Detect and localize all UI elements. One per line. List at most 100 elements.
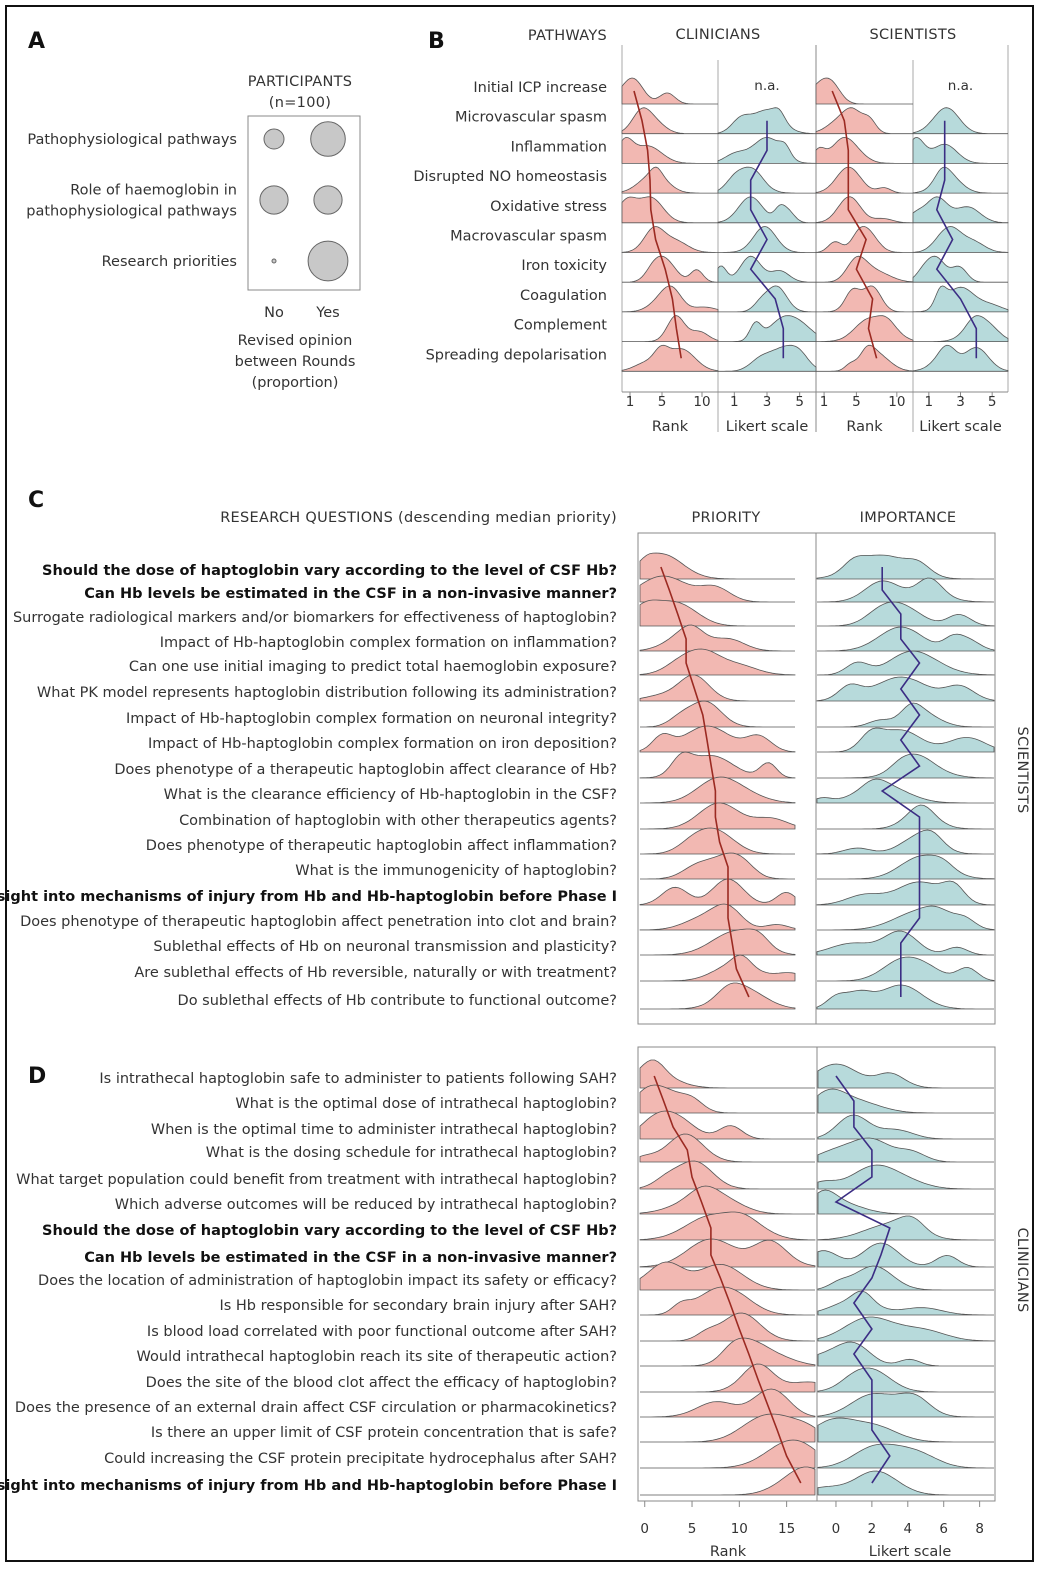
- panel-b: PATHWAYS CLINICIANS SCIENTISTS Initial ICP …: [413, 27, 1009, 435]
- question-label: Should the dose of haptoglobin vary acco…: [42, 1223, 617, 1239]
- importance-ridge: [816, 554, 994, 580]
- pathway-label: Coagulation: [520, 288, 607, 304]
- question-label: Impact of Hb-haptoglobin complex formati…: [148, 736, 617, 752]
- question-label: What is the dosing schedule for intrathe…: [206, 1145, 617, 1161]
- group-header: SCIENTISTS: [869, 27, 956, 43]
- importance-ridge: [817, 1063, 994, 1089]
- question-label: What PK model represents haptoglobin dis…: [37, 685, 617, 701]
- x-tick-label: 1: [820, 394, 829, 410]
- question-label: Is there an upper limit of CSF protein c…: [151, 1425, 617, 1441]
- priority-ridge: [639, 599, 795, 627]
- priority-ridge: [640, 1439, 816, 1469]
- importance-ridge: [817, 1215, 994, 1241]
- x-tick-label: 15: [778, 1521, 795, 1537]
- question-label: Is Hb responsible for secondary brain in…: [219, 1298, 617, 1314]
- x-tick-label: 10: [888, 394, 905, 410]
- participants-box: [247, 115, 361, 291]
- question-label: Can one use initial imaging to predict t…: [129, 659, 617, 675]
- row-label: Role of haemoglobin in: [70, 183, 237, 199]
- pathway-label: Iron toxicity: [521, 258, 607, 274]
- question-label: Would intrathecal haptoglobin reach its …: [137, 1349, 617, 1365]
- x-tick-label: 5: [988, 394, 997, 410]
- median-line: [831, 90, 878, 359]
- density-ridge: [621, 77, 718, 105]
- pathway-label: Inflammation: [511, 139, 607, 155]
- importance-ridge: [816, 930, 994, 956]
- x-tick-label: 3: [763, 394, 772, 410]
- importance-ridge: [817, 1265, 994, 1291]
- proportion-bubble: [263, 128, 285, 150]
- question-label: Could increasing the CSF protein precipi…: [104, 1451, 617, 1467]
- importance-ridge: [817, 1443, 994, 1469]
- density-ridge: [912, 136, 1008, 164]
- density-ridge: [816, 315, 914, 342]
- importance-ridge: [817, 1367, 994, 1393]
- priority-ridge: [640, 802, 796, 830]
- question-label: Does phenotype of therapeutic haptoglobi…: [146, 838, 617, 854]
- question-label: What target population could benefit fro…: [16, 1172, 617, 1188]
- group-side-label: SCIENTISTS: [1014, 726, 1030, 813]
- x-tick-label: 2: [868, 1521, 877, 1537]
- importance-ridge: [817, 854, 995, 880]
- priority-ridge: [639, 878, 796, 906]
- question-label: What is the optimal dose of intrathecal …: [235, 1096, 617, 1112]
- proportion-bubble: [313, 185, 343, 215]
- question-label: When is the optimal time to administer i…: [151, 1122, 617, 1138]
- priority-median-line: [653, 1075, 802, 1484]
- x-tick-label: 10: [731, 1521, 748, 1537]
- x-tick-label: 5: [658, 394, 667, 410]
- importance-median-line: [834, 1075, 891, 1484]
- pathway-label: Microvascular spasm: [455, 110, 607, 126]
- x-tick-label: 3: [956, 394, 965, 410]
- priority-ridge: [640, 1312, 815, 1342]
- x-tick-label: 0: [832, 1521, 841, 1537]
- density-ridge: [815, 226, 913, 253]
- density-ridge: [718, 315, 817, 342]
- pathway-label: Oxidative stress: [490, 199, 607, 215]
- priority-ridge: [639, 1110, 815, 1140]
- priority-ridge: [640, 1466, 816, 1496]
- panel-letter-c: C: [28, 488, 44, 513]
- importance-ridge: [817, 1114, 994, 1140]
- density-ridge: [816, 344, 914, 372]
- question-label: Can Hb levels be estimated in the CSF in…: [84, 586, 617, 602]
- x-tick-label: 1: [730, 394, 739, 410]
- density-ridge: [621, 285, 719, 313]
- importance-ridge: [817, 1189, 994, 1215]
- na-label: n.a.: [948, 78, 973, 94]
- x-axis-label: Rank: [652, 419, 689, 435]
- proportion-bubble: [307, 240, 349, 282]
- x-axis-label: Likert scale: [869, 1544, 952, 1560]
- questions-header: RESEARCH QUESTIONS (descending median pr…: [220, 510, 617, 526]
- median-line: [935, 120, 978, 359]
- importance-ridge: [817, 1242, 994, 1268]
- participants-title: PARTICIPANTS: [248, 74, 353, 90]
- importance-ridge: [816, 984, 994, 1010]
- pathway-label: Complement: [514, 318, 608, 334]
- axis-label: between Rounds: [235, 354, 356, 370]
- panel-a: PARTICIPANTS (n=100) Pathophysiological pa…: [26, 74, 361, 391]
- priority-ridge: [639, 1211, 816, 1241]
- pathway-label: Disrupted NO homeostasis: [413, 169, 607, 185]
- question-label: Should the dose of haptoglobin vary acco…: [42, 563, 617, 579]
- importance-ridge: [817, 1088, 994, 1114]
- question-label: Does the presence of an external drain a…: [15, 1400, 617, 1416]
- panel-letter-b: B: [428, 29, 445, 54]
- priority-ridge: [639, 552, 795, 580]
- question-label: Combination of haptoglobin with other th…: [179, 813, 617, 829]
- question-label: Does the location of administration of h…: [38, 1273, 617, 1289]
- importance-ridge: [816, 778, 994, 804]
- pathway-label: Spreading depolarisation: [426, 347, 607, 363]
- density-ridge: [621, 344, 719, 372]
- priority-ridge: [639, 751, 796, 779]
- priority-ridge: [640, 1388, 816, 1418]
- question-label: Sublethal effects of Hb on neuronal tran…: [153, 939, 617, 955]
- density-ridge: [717, 196, 816, 224]
- priority-ridge: [640, 1363, 816, 1393]
- figure-frame: [5, 5, 1034, 1562]
- importance-ridge: [817, 1417, 994, 1443]
- density-ridge: [912, 107, 1008, 135]
- priority-ridge: [640, 928, 796, 956]
- pathways-header: PATHWAYS: [528, 28, 607, 44]
